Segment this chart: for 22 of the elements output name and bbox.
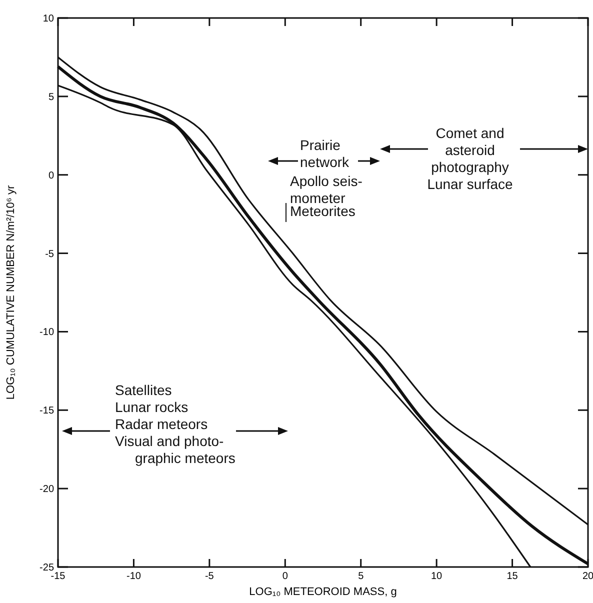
y-tick-label: 10 <box>42 14 54 24</box>
annotation: Apollo seis- mometer <box>290 173 363 206</box>
y-axis-title: LOG₁₀ CUMULATIVE NUMBER N/m²/10⁶ yr <box>5 185 17 400</box>
x-axis-title: LOG₁₀ METEOROID MASS, g <box>249 586 397 598</box>
x-tick-label: -10 <box>126 571 142 582</box>
annotation: Satellites Lunar rocks Radar meteors Visual and photo- graphic meteors <box>115 382 236 466</box>
y-tick-label: -20 <box>40 484 54 496</box>
annotation: Meteorites <box>290 203 356 219</box>
annotation: Comet and asteroid photography Lunar surface <box>427 125 514 192</box>
y-tick-label: -5 <box>45 248 54 260</box>
x-tick-label: 10 <box>431 571 443 582</box>
y-tick-label: -25 <box>40 562 54 574</box>
y-tick-label: 5 <box>48 92 54 103</box>
y-tick-label: 0 <box>48 170 54 182</box>
y-tick-label: -15 <box>40 406 54 417</box>
y-tick-label: -10 <box>40 327 54 338</box>
x-tick-label: 15 <box>506 571 518 582</box>
x-tick-label: -5 <box>204 571 214 582</box>
x-tick-label: 20 <box>582 571 593 582</box>
annotation: Prairie network <box>300 137 350 170</box>
x-tick-label: 0 <box>282 571 288 582</box>
x-tick-label: 5 <box>358 571 364 582</box>
